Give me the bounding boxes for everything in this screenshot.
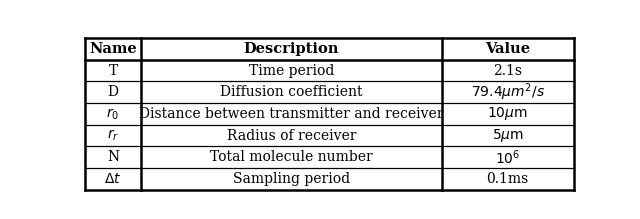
Text: $5\mu$m: $5\mu$m xyxy=(492,127,524,144)
Text: Description: Description xyxy=(244,42,339,56)
Text: Radius of receiver: Radius of receiver xyxy=(227,129,356,143)
Text: Value: Value xyxy=(485,42,530,56)
Text: Diffusion coefficient: Diffusion coefficient xyxy=(220,85,363,99)
Text: 0.1ms: 0.1ms xyxy=(486,172,529,186)
Text: Name: Name xyxy=(89,42,137,56)
Text: $10^6$: $10^6$ xyxy=(495,148,520,167)
Text: $79.4\mu m^2/s$: $79.4\mu m^2/s$ xyxy=(470,81,545,103)
Text: T: T xyxy=(108,64,118,78)
Text: N: N xyxy=(107,150,119,164)
Text: $r_r$: $r_r$ xyxy=(107,128,119,143)
Text: Distance between transmitter and receiver: Distance between transmitter and receive… xyxy=(139,107,444,121)
Text: $10\mu$m: $10\mu$m xyxy=(487,106,528,122)
Text: Total molecule number: Total molecule number xyxy=(210,150,372,164)
Text: $\Delta t$: $\Delta t$ xyxy=(104,172,122,186)
Text: $r_0$: $r_0$ xyxy=(106,106,120,122)
Text: Time period: Time period xyxy=(249,64,334,78)
Text: 2.1s: 2.1s xyxy=(493,64,522,78)
Text: D: D xyxy=(108,85,118,99)
Text: Sampling period: Sampling period xyxy=(233,172,350,186)
